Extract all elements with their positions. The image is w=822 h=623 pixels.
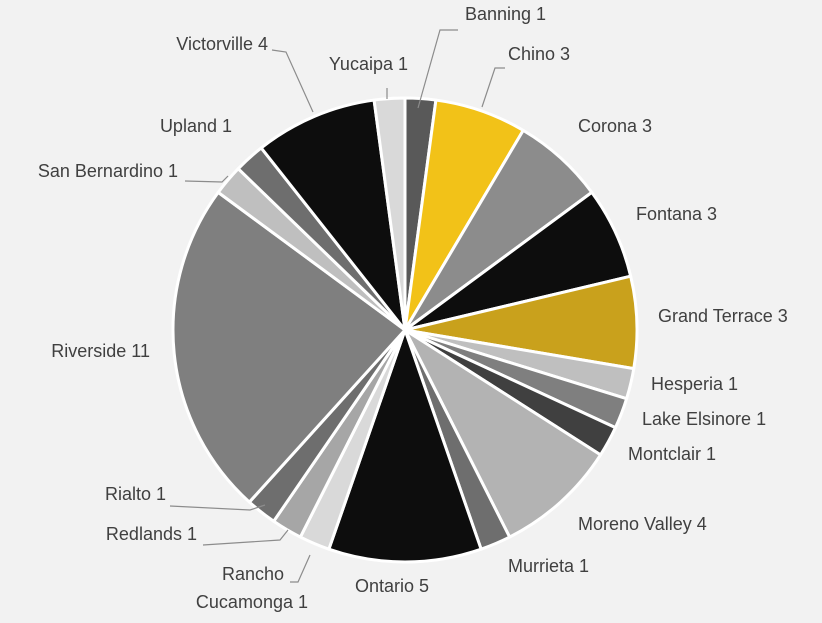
data-label-murrieta: Murrieta 1 xyxy=(508,556,589,576)
leader-line-rancho-cucamonga xyxy=(290,554,311,583)
data-label-upland: Upland 1 xyxy=(160,116,232,136)
data-label-chino: Chino 3 xyxy=(508,44,570,64)
slice-victorville xyxy=(259,98,407,332)
data-label-corona: Corona 3 xyxy=(578,116,652,136)
data-label-yucaipa: Yucaipa 1 xyxy=(329,54,408,74)
slice-yucaipa xyxy=(372,96,407,332)
data-label-rialto: Rialto 1 xyxy=(105,484,166,504)
data-label-victorville: Victorville 4 xyxy=(176,34,268,54)
data-label-montclair: Montclair 1 xyxy=(628,444,716,464)
data-label-san-bernardino: San Bernardino 1 xyxy=(38,161,178,181)
data-label-moreno-valley: Moreno Valley 4 xyxy=(578,514,707,534)
leader-line-chino xyxy=(481,67,505,108)
leader-line-redlands xyxy=(202,529,289,546)
data-labels-layer: Banning 1 Chino 3 Corona 3 Fontana 3 Grand T… xyxy=(38,4,788,612)
leader-line-rialto xyxy=(169,504,266,511)
data-label-fontana: Fontana 3 xyxy=(636,204,717,224)
slice-ontario xyxy=(327,328,483,564)
slice-moreno-valley xyxy=(403,328,603,539)
data-label-rancho-cucamonga-line-1: Rancho xyxy=(222,564,284,584)
data-label-riverside: Riverside 11 xyxy=(51,341,150,361)
slice-riverside xyxy=(171,190,407,504)
leader-line-banning xyxy=(417,29,458,109)
leader-line-san-bernardino xyxy=(184,175,229,183)
data-label-hesperia: Hesperia 1 xyxy=(651,374,738,394)
leader-lines-layer xyxy=(169,29,505,583)
data-label-grand-terrace: Grand Terrace 3 xyxy=(658,306,788,326)
data-label-rancho-cucamonga-line-2: Cucamonga 1 xyxy=(196,592,308,612)
slices-layer xyxy=(171,96,639,564)
leader-line-victorville xyxy=(271,49,314,113)
data-label-redlands: Redlands 1 xyxy=(106,524,197,544)
data-label-banning: Banning 1 xyxy=(465,4,546,24)
data-label-ontario: Ontario 5 xyxy=(355,576,429,596)
data-label-lake-elsinore: Lake Elsinore 1 xyxy=(642,409,766,429)
